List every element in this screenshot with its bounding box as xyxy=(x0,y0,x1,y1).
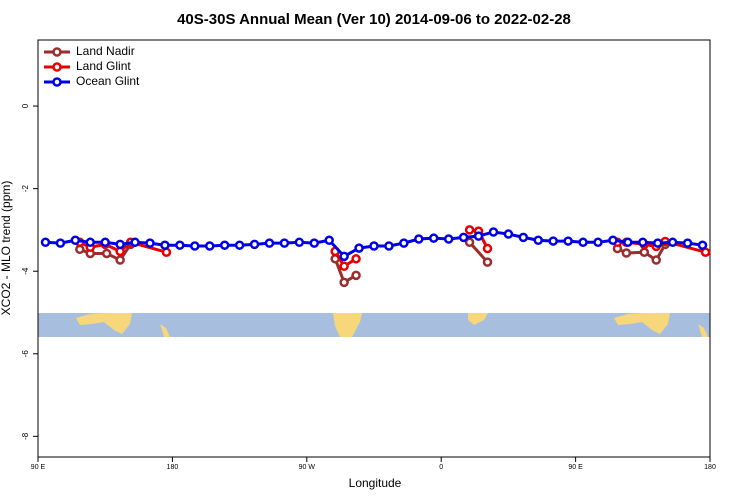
data-point xyxy=(369,241,379,251)
land-nz xyxy=(160,324,170,337)
data-point xyxy=(639,247,650,257)
data-point xyxy=(488,227,499,237)
legend-marker xyxy=(52,62,62,72)
y-tick-label: -8 xyxy=(21,432,30,440)
data-point xyxy=(160,240,170,250)
data-point xyxy=(638,237,648,248)
data-point xyxy=(399,238,409,248)
x-axis-label: Longitude xyxy=(349,476,402,490)
x-tick-label: 0 xyxy=(439,464,443,471)
data-point xyxy=(264,238,275,248)
land-nz-2 xyxy=(698,324,708,337)
data-point xyxy=(473,231,484,241)
data-point xyxy=(384,241,394,251)
data-point xyxy=(339,277,349,288)
legend-marker xyxy=(52,77,62,87)
data-point xyxy=(503,229,514,239)
y-tick-label: -4 xyxy=(21,267,30,275)
data-point xyxy=(249,239,260,250)
data-point xyxy=(55,238,66,248)
data-point xyxy=(621,248,632,258)
data-point xyxy=(190,241,200,251)
data-point xyxy=(652,238,663,248)
chart-title: 40S-30S Annual Mean (Ver 10) 2014-09-06 … xyxy=(177,11,571,28)
legend-label: Land Glint xyxy=(76,59,131,73)
data-point xyxy=(578,237,588,248)
data-point xyxy=(219,240,230,250)
map-strip xyxy=(38,313,710,337)
x-tick-label: 90 E xyxy=(31,464,46,471)
data-point xyxy=(115,255,125,265)
data-point xyxy=(145,238,155,248)
y-tick-label: 0 xyxy=(21,103,30,108)
data-point xyxy=(518,232,529,243)
data-point xyxy=(339,251,349,262)
data-point xyxy=(623,237,633,248)
data-point xyxy=(443,234,454,244)
data-point xyxy=(464,225,475,235)
data-point xyxy=(100,237,110,248)
data-point xyxy=(40,237,51,248)
data-point xyxy=(697,240,708,250)
x-tick-label: 180 xyxy=(704,464,716,471)
land-australia-2 xyxy=(614,313,670,334)
data-point xyxy=(593,237,603,248)
data-point xyxy=(351,254,361,264)
data-point xyxy=(682,238,693,248)
data-point xyxy=(428,233,439,243)
land-australia xyxy=(76,313,132,334)
data-point xyxy=(482,257,493,267)
data-point xyxy=(667,237,678,248)
data-point xyxy=(651,255,661,265)
y-tick-label: -2 xyxy=(21,185,30,193)
data-point xyxy=(85,237,96,248)
data-point xyxy=(548,236,558,246)
data-point xyxy=(115,239,125,250)
data-point xyxy=(204,241,215,251)
data-point xyxy=(533,235,544,245)
data-point xyxy=(351,270,361,281)
ocean-band xyxy=(38,313,710,337)
plot-frame xyxy=(37,39,711,458)
legend-marker xyxy=(52,47,62,57)
data-point xyxy=(339,261,349,272)
data-point xyxy=(309,238,320,248)
data-point xyxy=(234,240,245,250)
legend-label: Land Nadir xyxy=(76,44,135,58)
data-point xyxy=(414,234,424,244)
data-point xyxy=(563,236,573,246)
data-point xyxy=(354,243,364,253)
data-point xyxy=(294,237,305,248)
legend-label: Ocean Glint xyxy=(76,74,140,88)
land-africa xyxy=(468,313,488,325)
x-tick-label: 90 W xyxy=(299,464,316,471)
data-point xyxy=(175,240,185,250)
x-tick-label: 90 E xyxy=(568,464,583,471)
data-point xyxy=(482,243,493,254)
y-axis-label: XCO2 - MLO trend (ppm) xyxy=(0,181,13,316)
data-point xyxy=(464,237,475,248)
data-point xyxy=(458,232,469,243)
data-point xyxy=(279,238,290,248)
land-south-america xyxy=(333,313,362,337)
y-tick-label: -6 xyxy=(21,350,30,358)
data-point xyxy=(608,235,618,245)
data-point xyxy=(70,235,81,245)
data-point xyxy=(130,237,140,248)
data-point xyxy=(101,248,112,259)
data-point xyxy=(324,235,334,245)
x-tick-label: 180 xyxy=(167,464,179,471)
